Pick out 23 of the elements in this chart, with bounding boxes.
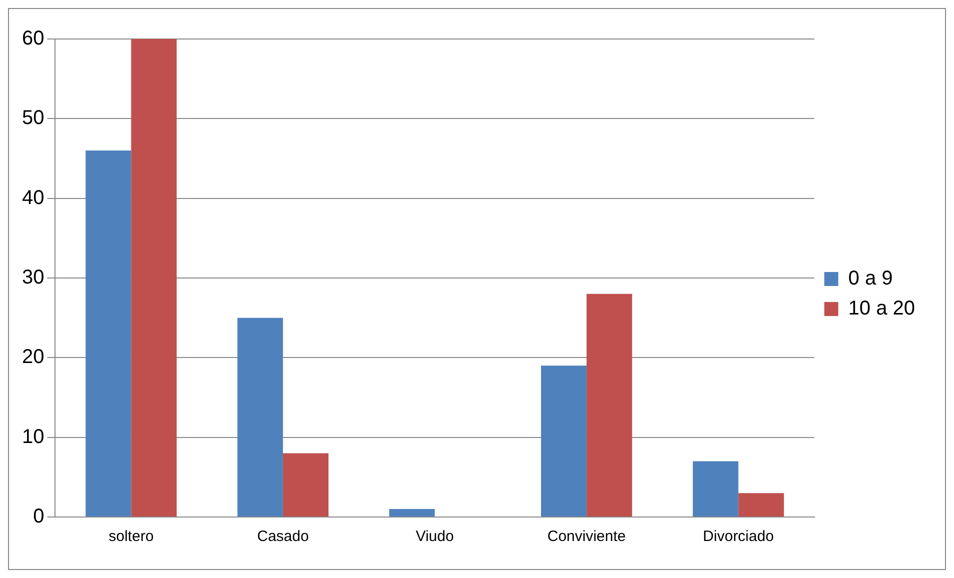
- x-tick-label: soltero: [108, 528, 154, 546]
- y-tick-label: 30: [22, 266, 44, 289]
- y-tick-label: 0: [33, 506, 44, 528]
- legend-label: 0 a 9: [848, 268, 893, 290]
- x-tick-label: Divorciado: [702, 528, 774, 546]
- x-tick-label: Conviviente: [547, 528, 626, 546]
- x-tick-label: Viudo: [416, 528, 454, 546]
- bar: [738, 493, 784, 516]
- y-tick-label: 20: [22, 346, 44, 368]
- x-tick-label: Casado: [257, 528, 309, 546]
- bar: [541, 366, 587, 516]
- y-tick-label: 60: [22, 28, 44, 50]
- bar: [389, 509, 435, 516]
- bar: [586, 294, 632, 516]
- y-tick-label: 50: [22, 107, 44, 130]
- bar: [86, 150, 132, 516]
- bar: [237, 318, 283, 516]
- bar: [692, 461, 738, 516]
- bar: [131, 39, 177, 516]
- y-tick-label: 10: [22, 426, 44, 448]
- bar: [282, 453, 328, 516]
- legend-label: 10 a 20: [848, 298, 916, 320]
- y-tick-label: 40: [22, 186, 44, 209]
